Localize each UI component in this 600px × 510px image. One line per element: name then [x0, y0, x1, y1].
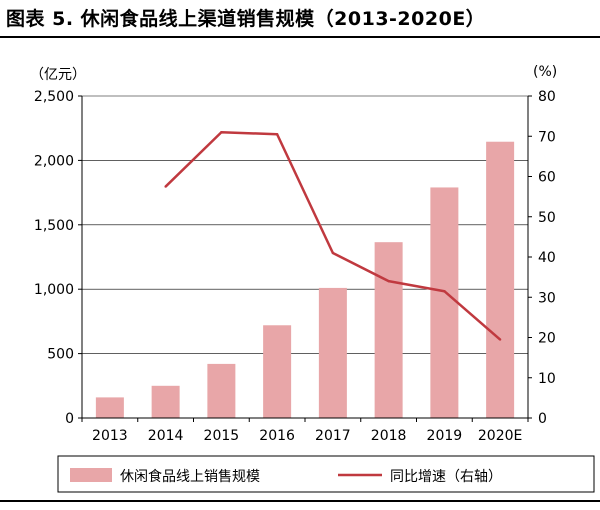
bar — [207, 363, 236, 418]
right-axis-tick-label: 30 — [538, 290, 556, 306]
bar — [430, 187, 459, 418]
right-axis-tick-label: 80 — [538, 89, 556, 105]
bar — [95, 397, 124, 418]
x-axis-tick-label: 2013 — [92, 428, 128, 444]
x-axis-tick-label: 2019 — [427, 428, 463, 444]
right-axis-unit: (%) — [533, 64, 558, 80]
bottom-rule — [0, 500, 600, 502]
left-axis-tick-label: 0 — [65, 411, 74, 427]
right-axis-tick-label: 50 — [538, 210, 556, 226]
growth-point — [164, 185, 167, 188]
right-axis-tick-label: 10 — [538, 371, 556, 387]
growth-point — [498, 338, 502, 341]
legend-box — [57, 455, 595, 493]
x-axis-tick-label: 2020E — [478, 428, 522, 444]
right-axis-tick-label: 0 — [538, 411, 547, 427]
growth-point — [331, 251, 335, 255]
bar — [318, 287, 347, 418]
legend-bar-swatch — [70, 468, 112, 482]
bar — [374, 242, 403, 418]
x-axis-tick-label: 2017 — [315, 428, 351, 444]
right-axis-tick-label: 60 — [538, 170, 556, 186]
legend-bar-label: 休闲食品线上销售规模 — [120, 469, 260, 485]
left-axis-tick-label: 2,500 — [34, 89, 74, 105]
bar — [263, 325, 292, 418]
bar — [151, 385, 180, 418]
left-axis-tick-label: 1,500 — [34, 218, 74, 234]
x-axis-tick-label: 2018 — [371, 428, 407, 444]
x-axis-tick-label: 2016 — [259, 428, 295, 444]
legend-line-label: 同比增速（右轴） — [390, 469, 502, 485]
right-axis-tick-label: 40 — [538, 250, 556, 266]
left-axis-tick-label: 1,000 — [34, 282, 74, 298]
figure-title: 图表 5. 休闲食品线上渠道销售规模（2013-2020E） — [6, 8, 486, 30]
growth-point — [275, 133, 279, 136]
left-axis-tick-label: 2,000 — [34, 153, 74, 169]
right-axis-tick-label: 70 — [538, 129, 556, 145]
left-axis-tick-label: 500 — [47, 347, 74, 363]
right-axis-tick-label: 20 — [538, 331, 556, 347]
left-axis-unit: （亿元） — [30, 67, 86, 83]
growth-point — [387, 279, 390, 283]
growth-point — [443, 290, 446, 293]
bar — [486, 141, 515, 418]
growth-point — [220, 131, 223, 134]
x-axis-tick-label: 2014 — [148, 428, 184, 444]
x-axis-tick-label: 2015 — [204, 428, 240, 444]
title-rule — [0, 36, 600, 38]
